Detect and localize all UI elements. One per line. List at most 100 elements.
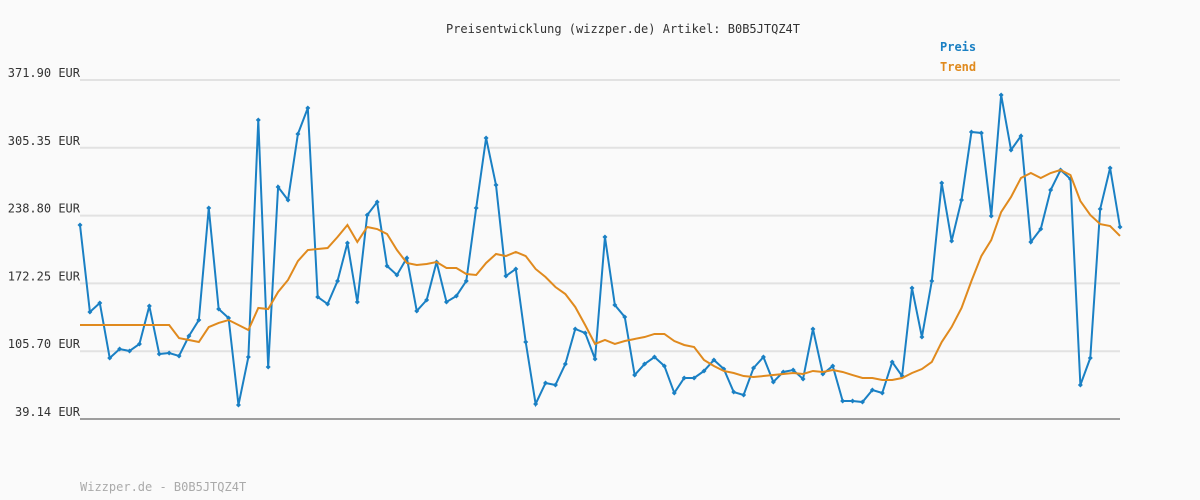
point	[711, 357, 717, 363]
point	[97, 300, 103, 306]
point	[869, 387, 875, 393]
point	[879, 390, 885, 396]
point	[206, 205, 212, 211]
point	[612, 302, 618, 308]
point	[1087, 355, 1093, 361]
y-tick-label: 371.90 EUR	[8, 66, 81, 80]
point	[265, 364, 271, 370]
point	[424, 297, 430, 303]
y-tick-label: 305.35 EUR	[8, 134, 81, 148]
point	[760, 354, 766, 360]
point	[196, 317, 202, 323]
y-tick-label: 39.14 EUR	[15, 405, 81, 419]
point	[513, 266, 519, 272]
point	[800, 376, 806, 382]
point	[731, 389, 737, 395]
point	[166, 350, 172, 356]
point	[790, 367, 796, 373]
point	[840, 398, 846, 404]
point	[285, 197, 291, 203]
point	[671, 390, 677, 396]
y-tick-label: 238.80 EUR	[8, 202, 81, 216]
point	[572, 326, 578, 332]
point	[245, 354, 251, 360]
point	[889, 359, 895, 365]
point	[968, 129, 974, 135]
point	[235, 402, 241, 408]
point	[1018, 133, 1024, 139]
point	[1097, 206, 1103, 212]
point	[77, 222, 83, 228]
point	[156, 351, 162, 357]
point	[305, 105, 311, 111]
point	[384, 263, 390, 269]
line	[80, 168, 1121, 382]
point	[473, 205, 479, 211]
point	[404, 255, 410, 261]
point	[1038, 226, 1044, 232]
point	[691, 375, 697, 381]
point	[959, 197, 965, 203]
point	[533, 401, 539, 407]
point	[335, 278, 341, 284]
point	[850, 398, 856, 404]
point	[394, 272, 400, 278]
point	[543, 380, 549, 386]
point	[859, 399, 865, 405]
point	[186, 333, 192, 339]
point	[651, 354, 657, 360]
point	[1048, 187, 1054, 193]
point	[493, 182, 499, 188]
point	[354, 299, 360, 305]
point	[919, 334, 925, 340]
point	[216, 306, 222, 312]
point	[1028, 239, 1034, 245]
point	[770, 379, 776, 385]
point	[939, 180, 945, 186]
point	[453, 293, 459, 299]
point	[998, 92, 1004, 98]
y-tick-label: 172.25 EUR	[8, 269, 81, 283]
point	[701, 368, 707, 374]
point	[751, 365, 757, 371]
point	[949, 238, 955, 244]
point	[1117, 224, 1123, 230]
point	[523, 339, 529, 345]
point	[176, 353, 182, 359]
point	[344, 240, 350, 246]
point	[602, 234, 608, 240]
point	[295, 131, 301, 137]
line	[79, 94, 1121, 408]
point	[978, 130, 984, 136]
point	[830, 363, 836, 369]
point	[681, 375, 687, 381]
point	[741, 392, 747, 398]
point	[1008, 147, 1014, 153]
point	[483, 135, 489, 141]
point	[255, 117, 261, 123]
point	[414, 308, 420, 314]
legend-label: Preis	[940, 40, 976, 54]
point	[117, 346, 123, 352]
point	[364, 212, 370, 218]
y-tick-label: 105.70 EUR	[8, 337, 81, 351]
point	[622, 314, 628, 320]
point	[136, 341, 142, 347]
point	[325, 301, 331, 307]
point	[582, 330, 588, 336]
legend-label: Trend	[940, 60, 976, 74]
point	[909, 285, 915, 291]
chart-title: Preisentwicklung (wizzper.de) Artikel: B…	[446, 22, 800, 36]
point	[463, 278, 469, 284]
point	[1107, 165, 1113, 171]
point	[226, 315, 232, 321]
point	[127, 348, 133, 354]
point	[810, 326, 816, 332]
footer: Wizzper.de - B0B5JTQZ4T	[80, 480, 246, 494]
point	[562, 361, 568, 367]
point	[315, 294, 321, 300]
point	[146, 303, 152, 309]
point	[374, 199, 380, 205]
